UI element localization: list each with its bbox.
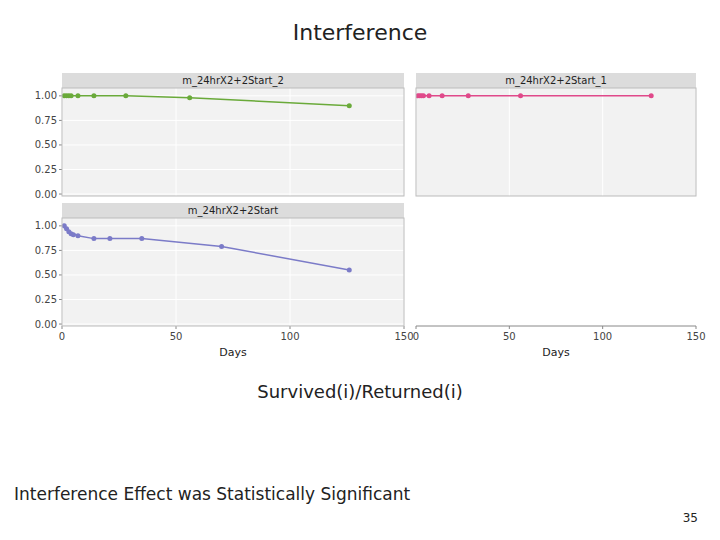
grid-line [62,120,404,121]
tick-label: 1.00 [35,90,57,101]
panel: 0 50 100 150 Days [413,326,706,359]
panel: m_24hrX2+2Start 0 50 100 150 0.00 0.25 0.50 0.75… [35,203,414,359]
subtitle: Survived(i)/Returned(i) [257,381,462,402]
point [421,93,426,98]
panel: m_24hrX2+2Start_2 0.00 0.25 0.50 0.75 1.00 [35,73,404,200]
panel-title: m_24hrX2+2Start [188,205,278,217]
plot-frame [416,88,696,196]
point [71,232,76,237]
grid-line [62,299,404,300]
grid-line [62,250,404,251]
plot-background [416,88,696,196]
tick-label: 0 [413,331,419,342]
grid-line [509,88,510,196]
line [62,96,349,106]
tick-label: 100 [280,331,299,342]
tick-label: 0.25 [35,294,57,305]
point [69,93,74,98]
grid-line [290,218,291,326]
tick-label: 1.00 [35,220,57,231]
axis-label: Days [219,346,247,359]
tick-label: 0.75 [35,115,57,126]
tick-label: 0.75 [35,245,57,256]
point [91,236,96,241]
point [75,233,80,238]
point [123,93,128,98]
data-group [62,223,352,272]
tick-label: 150 [686,331,705,342]
point [427,93,432,98]
panel-strip [62,73,404,88]
tick-label: 50 [503,331,516,342]
point [187,95,192,100]
tick-label: 50 [170,331,183,342]
point [347,268,352,273]
grid-line [62,225,404,226]
tick-label: 100 [593,331,612,342]
line [62,226,349,270]
point [440,93,445,98]
tick-label: 0.50 [35,139,57,150]
data-group [62,93,352,108]
grid-line [176,88,177,196]
point [466,93,471,98]
panel: m_24hrX2+2Start_1 [415,73,696,196]
grid-line [62,144,404,145]
plot-frame [62,218,404,326]
grid-line [290,88,291,196]
page-number: 35 [683,511,698,525]
point [347,103,352,108]
point [219,244,224,249]
grid-line [62,274,404,275]
tick-label: 0.25 [35,164,57,175]
point [518,93,523,98]
tick-label: 150 [394,331,413,342]
grid-line [62,324,404,325]
panel-title: m_24hrX2+2Start_2 [182,75,284,87]
grid-line [62,169,404,170]
plot-frame [62,88,404,196]
tick-label: 0.00 [35,189,57,200]
bottom-note: Interference Effect was Statistically Si… [14,484,411,504]
tick-label: 0 [59,331,65,342]
point [75,93,80,98]
grid-line [62,194,404,195]
figure: Interference Survived(i)/Returned(i) Inter… [0,0,720,540]
axis-label: Days [542,346,570,359]
panel-title: m_24hrX2+2Start_1 [505,75,607,87]
point [107,236,112,241]
grid-line [602,88,603,196]
point [91,93,96,98]
panel-strip [416,73,696,88]
plot-background [62,218,404,326]
data-group [416,93,654,98]
line [416,95,651,97]
page-title: Interference [293,20,428,45]
grid-line [176,218,177,326]
plot-background [62,88,404,196]
point [139,236,144,241]
tick-label: 0.00 [35,319,57,330]
panel-strip [62,203,404,218]
x-axis-line [416,326,696,327]
point [649,93,654,98]
tick-label: 0.50 [35,269,57,280]
